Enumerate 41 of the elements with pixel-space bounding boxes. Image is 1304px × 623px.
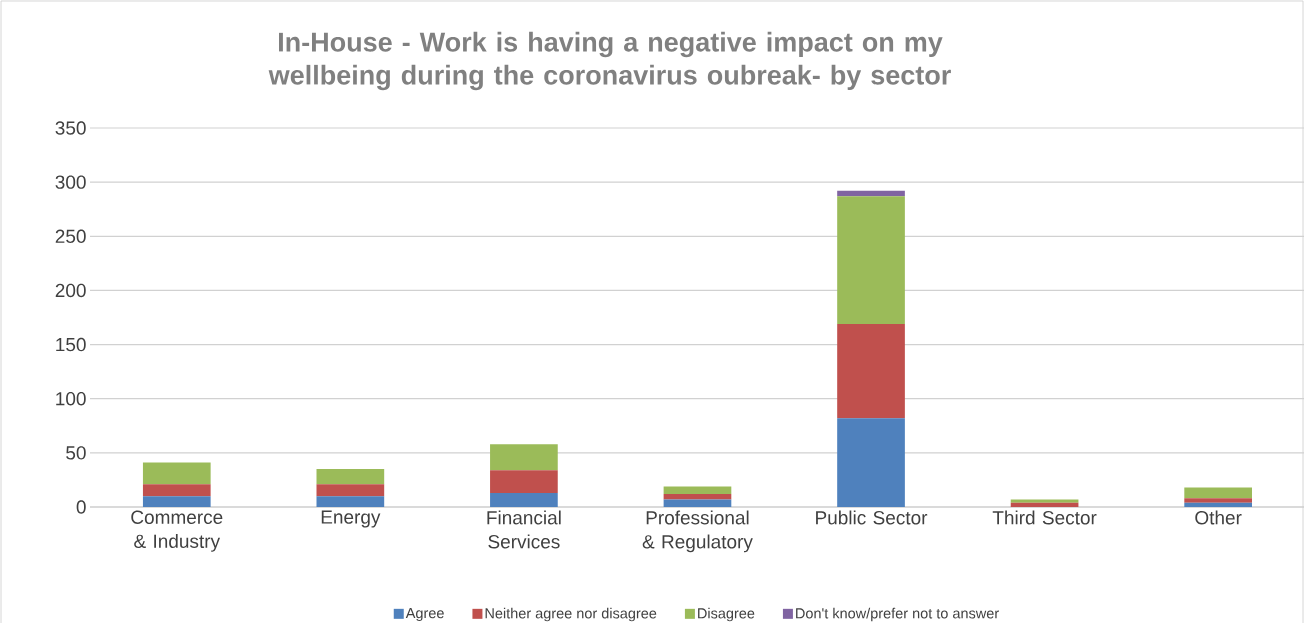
bar [316,496,385,507]
legend-label: Disagree [698,607,755,622]
bar [490,492,558,507]
y-tick-label: 150 [56,337,86,352]
bar [1010,502,1079,507]
bar [1184,502,1252,507]
x-tick-label: Energy [321,510,381,528]
x-tick-label: Third Sector [992,510,1097,525]
x-tick-label: Professional & Regulatory [642,510,753,553]
bar [142,496,211,507]
bar [837,196,905,324]
bar [837,418,905,507]
x-tick-label: Commerce & Industry [131,510,223,552]
y-tick-label: 0 [76,500,86,514]
y-tick-label: 250 [55,229,86,244]
bar [663,486,732,494]
y-tick-label: 200 [55,283,86,298]
bar [837,324,905,419]
y-tick-label: 350 [55,121,86,135]
bar [1184,487,1252,499]
bar [490,444,558,471]
chart-title: In-House - Work is having a negative impact on my wellbeing during the coronavirus oubreak- by sector [268,31,951,91]
legend-label: Don't know/prefer not to answer [796,607,999,622]
y-tick-label: 50 [66,446,86,460]
x-tick-label: Other [1195,510,1242,525]
legend-label: Neither agree nor disagree [485,607,657,622]
bar [1184,498,1252,503]
y-tick-label: 300 [55,175,86,189]
bar [142,462,211,485]
y-tick-label: 100 [56,391,86,406]
bar [490,470,558,493]
bar [663,494,732,500]
x-tick-label: Public Sector [816,510,928,525]
bar [142,484,211,497]
bar [316,469,385,485]
legend-label: Agree [405,608,444,622]
bar [663,499,732,507]
bar [316,484,385,497]
bar [1010,499,1079,503]
x-tick-label: Financial Services [487,510,561,549]
bar [837,190,905,197]
